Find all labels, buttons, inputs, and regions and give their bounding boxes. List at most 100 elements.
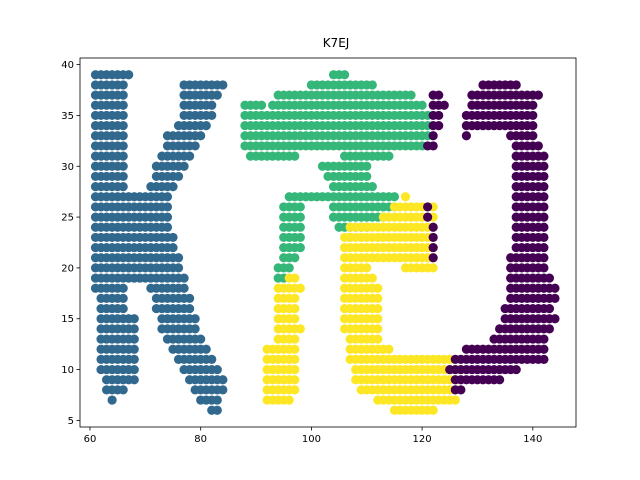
data-point xyxy=(450,395,460,405)
data-point xyxy=(373,303,383,314)
data-point xyxy=(495,375,505,385)
data-points xyxy=(90,70,560,415)
data-point xyxy=(373,324,383,334)
data-point xyxy=(190,314,200,324)
axes-frame xyxy=(79,57,577,428)
data-point xyxy=(434,110,444,121)
data-point xyxy=(400,192,411,202)
data-point xyxy=(423,202,433,212)
data-point xyxy=(295,212,305,222)
data-point xyxy=(295,202,305,212)
data-point xyxy=(423,212,433,222)
data-point xyxy=(539,212,549,222)
data-point xyxy=(201,344,211,354)
data-point xyxy=(212,364,222,375)
data-point xyxy=(290,314,300,324)
data-point xyxy=(539,181,549,192)
data-point xyxy=(539,151,549,161)
data-point xyxy=(544,273,555,283)
data-point xyxy=(461,131,471,141)
data-point xyxy=(129,334,139,344)
data-point xyxy=(384,344,394,354)
y-tick-label: 10 xyxy=(61,365,74,376)
data-point xyxy=(162,212,173,222)
y-tick-label: 30 xyxy=(61,162,74,173)
data-point xyxy=(162,222,173,232)
data-point xyxy=(129,344,139,354)
data-point xyxy=(118,283,128,293)
data-point xyxy=(118,100,128,110)
data-point xyxy=(179,161,189,171)
data-point xyxy=(539,242,549,253)
data-point xyxy=(428,222,438,232)
data-point xyxy=(290,364,300,375)
data-point xyxy=(340,70,350,80)
chart-title: K7EJ xyxy=(323,36,350,50)
data-point xyxy=(118,385,128,395)
data-point xyxy=(539,232,549,243)
data-point xyxy=(428,263,438,273)
data-point xyxy=(185,303,195,314)
data-point xyxy=(207,110,217,121)
data-point xyxy=(118,141,128,151)
data-point xyxy=(434,90,444,100)
data-point xyxy=(550,293,560,304)
data-point xyxy=(528,110,538,121)
data-point xyxy=(290,253,300,263)
data-point xyxy=(173,171,184,182)
data-point xyxy=(218,80,228,90)
data-point xyxy=(295,232,305,243)
data-point xyxy=(373,283,383,293)
data-point xyxy=(544,324,555,334)
data-point xyxy=(118,293,128,304)
data-point xyxy=(428,405,438,415)
data-point xyxy=(533,90,543,100)
data-point xyxy=(207,354,217,364)
data-point xyxy=(118,90,128,100)
data-point xyxy=(544,303,555,314)
data-point xyxy=(417,100,427,110)
data-point xyxy=(533,141,543,151)
data-point xyxy=(362,171,372,182)
data-point xyxy=(539,344,549,354)
data-point xyxy=(295,324,305,334)
data-point xyxy=(290,293,300,304)
data-point xyxy=(284,395,294,405)
data-point xyxy=(290,334,300,344)
data-point xyxy=(284,263,294,273)
data-point xyxy=(290,151,300,161)
data-point xyxy=(168,242,178,253)
data-point xyxy=(362,161,372,171)
data-point xyxy=(373,334,383,344)
y-tick-label: 15 xyxy=(61,314,74,325)
data-point xyxy=(389,192,400,202)
data-point xyxy=(290,385,300,395)
data-point xyxy=(539,161,549,171)
data-point xyxy=(196,334,206,344)
data-point xyxy=(118,121,128,131)
y-tick-label: 20 xyxy=(61,263,74,274)
data-point xyxy=(373,314,383,324)
data-point xyxy=(406,90,416,100)
data-point xyxy=(168,232,178,243)
data-point xyxy=(428,242,438,253)
x-tick-label: 120 xyxy=(413,434,432,445)
data-point xyxy=(190,141,200,151)
data-point xyxy=(168,181,178,192)
data-point xyxy=(129,375,139,385)
data-point xyxy=(196,131,206,141)
data-point xyxy=(511,80,521,90)
data-point xyxy=(434,121,444,131)
data-point xyxy=(550,314,560,324)
axes: 60 80 100 120 140 5 10 15 20 25 30 35 40 xyxy=(61,57,577,445)
data-point xyxy=(256,100,267,110)
data-point xyxy=(218,385,228,395)
data-point xyxy=(439,100,449,110)
data-point xyxy=(290,354,300,364)
data-point xyxy=(295,283,305,293)
data-point xyxy=(107,395,117,405)
data-point xyxy=(295,222,305,232)
data-point xyxy=(207,100,217,110)
data-point xyxy=(212,405,222,415)
